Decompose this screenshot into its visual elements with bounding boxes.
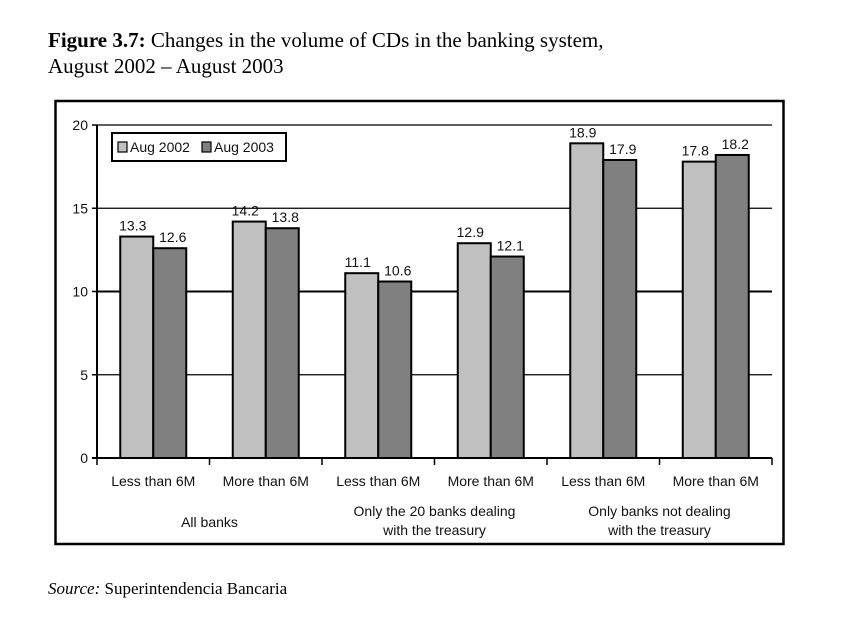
bar-aug-2003 xyxy=(377,280,413,460)
bar-aug-2002 xyxy=(344,272,380,459)
data-label: 11.1 xyxy=(345,254,371,270)
y-tick-label: 10 xyxy=(72,284,88,300)
x-category-label: More than 6M xyxy=(448,473,534,489)
figure-label: Figure 3.7: xyxy=(48,28,146,52)
figure-title-line1: Changes in the volume of CDs in the bank… xyxy=(145,28,604,52)
bar-aug-2003 xyxy=(602,158,638,459)
source-label: Source: xyxy=(48,579,101,598)
y-tick-label: 15 xyxy=(72,200,88,216)
data-label: 17.9 xyxy=(609,141,636,157)
x-category-label: Less than 6M xyxy=(336,473,420,489)
x-category-label: Less than 6M xyxy=(561,473,645,489)
data-label: 12.9 xyxy=(457,224,484,240)
x-group-label: with the treasury xyxy=(607,522,711,538)
bar-aug-2003 xyxy=(152,247,188,459)
x-group-label: Only the 20 banks dealing xyxy=(354,503,516,519)
data-label: 14.2 xyxy=(232,203,259,219)
data-label: 18.2 xyxy=(722,136,749,152)
data-label: 12.1 xyxy=(497,238,524,254)
x-category-label: More than 6M xyxy=(673,473,759,489)
data-label: 13.3 xyxy=(119,218,146,234)
bar-aug-2002 xyxy=(231,220,267,459)
x-category-label: Less than 6M xyxy=(111,473,195,489)
legend-label: Aug 2002 xyxy=(130,139,190,155)
y-tick-label: 0 xyxy=(80,450,88,466)
legend-swatch xyxy=(117,141,128,153)
legend: Aug 2002 Aug 2003 xyxy=(111,132,287,162)
bar-aug-2002 xyxy=(569,142,605,459)
x-category-label: More than 6M xyxy=(223,473,309,489)
data-label: 12.6 xyxy=(159,229,186,245)
bar-aug-2002 xyxy=(456,242,492,459)
figure-title-line2: August 2002 – August 2003 xyxy=(48,54,284,78)
bar-aug-2002 xyxy=(119,235,155,459)
figure-title: Figure 3.7: Changes in the volume of CDs… xyxy=(48,27,603,79)
x-group-label: with the treasury xyxy=(382,522,486,538)
legend-swatch xyxy=(201,141,212,153)
x-group-label: All banks xyxy=(181,514,238,530)
legend-label: Aug 2003 xyxy=(214,139,274,155)
legend-box xyxy=(111,132,287,162)
bar-aug-2003 xyxy=(489,255,525,459)
y-tick-label: 20 xyxy=(72,117,88,133)
data-label: 18.9 xyxy=(569,124,596,140)
y-tick-label: 5 xyxy=(80,367,88,383)
source-note: Source: Superintendencia Bancaria xyxy=(48,579,287,599)
x-group-label: Only banks not dealing xyxy=(588,503,730,519)
chart-frame xyxy=(54,99,785,546)
data-label: 10.6 xyxy=(384,263,411,279)
data-label: 13.8 xyxy=(272,209,299,225)
bar-aug-2003 xyxy=(264,227,300,459)
bar-aug-2003 xyxy=(714,153,750,459)
source-text: Superintendencia Bancaria xyxy=(100,579,288,598)
bar-aug-2002 xyxy=(681,160,717,459)
data-label: 17.8 xyxy=(682,143,709,159)
